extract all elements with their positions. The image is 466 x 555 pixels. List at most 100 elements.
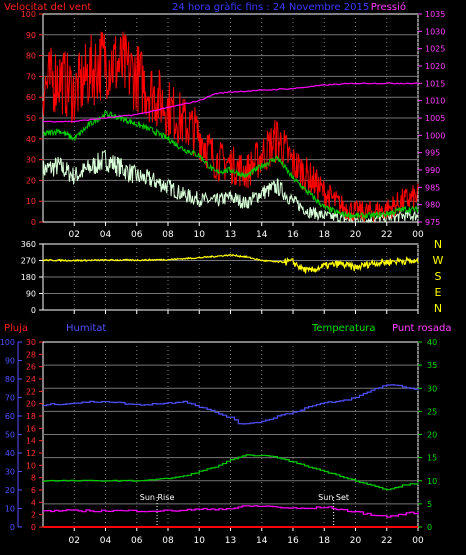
rain-tick-label-5: 10	[26, 461, 36, 470]
wind-tick-label-8: 80	[26, 52, 36, 61]
temp-tick-label-5: 25	[427, 407, 437, 416]
sun-annotation-1: Sun Set	[318, 493, 349, 502]
pressure-tick-label-2: 985	[425, 183, 440, 192]
rain-tick-label-3: 6	[31, 486, 36, 495]
wind-tick-label-6: 60	[26, 93, 36, 102]
climate-x-label-11: 00	[412, 536, 424, 546]
rain-tick-label-4: 8	[31, 474, 36, 483]
rain-tick-label-13: 26	[26, 363, 36, 372]
wind-x-label-6: 14	[256, 230, 268, 240]
humidity-tick-label-1: 10	[5, 505, 15, 514]
humidity-tick-label-7: 70	[5, 394, 15, 403]
pressure-tick-label-3: 990	[425, 166, 440, 175]
compass-label-w-1: W	[433, 254, 444, 267]
rain-tick-label-8: 16	[26, 424, 36, 433]
rain-tick-label-11: 22	[26, 387, 36, 396]
climate-x-label-10: 22	[381, 536, 392, 546]
humidity-tick-label-4: 40	[5, 449, 15, 458]
wind-x-label-11: 00	[412, 230, 424, 240]
sun-annotation-0: Sun Rise	[140, 493, 175, 502]
temp-tick-label-4: 20	[427, 431, 437, 440]
rain-tick-label-14: 28	[26, 350, 36, 359]
humidity-tick-label-3: 30	[5, 468, 15, 477]
wind-tick-label-7: 70	[26, 72, 36, 81]
pressure-tick-label-8: 1015	[425, 79, 445, 88]
rain-axis-title: Pluja	[4, 323, 28, 334]
dewpoint-series	[43, 505, 419, 518]
wind-x-label-7: 16	[287, 230, 299, 240]
direction-tick-label-4: 360	[21, 240, 36, 249]
climate-x-label-0: 02	[69, 536, 80, 546]
pressure-series	[42, 82, 419, 123]
rain-tick-label-7: 14	[26, 437, 36, 446]
direction-tick-label-3: 270	[21, 257, 36, 266]
rain-tick-label-15: 30	[26, 338, 36, 347]
wind-x-label-5: 13	[225, 230, 236, 240]
pressure-tick-label-7: 1010	[425, 97, 445, 106]
direction-tick-label-2: 180	[21, 273, 36, 282]
wind-x-label-8: 18	[319, 230, 331, 240]
wind-x-label-1: 04	[100, 230, 112, 240]
wind-x-label-3: 08	[162, 230, 174, 240]
wind-speed-series	[42, 149, 419, 224]
wind-tick-label-1: 10	[26, 197, 36, 206]
wind-x-label-9: 20	[350, 230, 362, 240]
rain-tick-label-12: 24	[26, 375, 36, 384]
pressure-tick-label-1: 980	[425, 201, 440, 210]
humidity-tick-label-9: 90	[5, 357, 15, 366]
temperature-series	[43, 454, 419, 491]
rain-tick-label-2: 4	[31, 498, 36, 507]
humidity-tick-label-6: 60	[5, 412, 15, 421]
wind-tick-label-2: 20	[26, 176, 36, 185]
rain-tick-label-6: 12	[26, 449, 36, 458]
climate-x-label-3: 08	[162, 536, 174, 546]
rain-tick-label-9: 18	[26, 412, 36, 421]
rain-tick-label-1: 2	[31, 511, 36, 520]
wind-direction-series	[42, 253, 419, 274]
direction-tick-label-1: 90	[26, 290, 36, 299]
wind-x-label-10: 22	[381, 230, 392, 240]
wind-tick-label-9: 90	[26, 31, 36, 40]
chart-title: 24 hora gràfic fins : 24 Novembre 2015	[172, 1, 369, 13]
wind-x-label-4: 10	[194, 230, 206, 240]
compass-label-n-0: N	[434, 238, 442, 251]
wind-tick-label-10: 100	[21, 10, 36, 19]
humidity-axis-title: Humitat	[66, 323, 106, 334]
pressure-tick-label-0: 975	[425, 218, 440, 227]
climate-x-label-6: 14	[256, 536, 268, 546]
climate-x-label-9: 20	[350, 536, 362, 546]
temp-tick-label-6: 30	[427, 384, 437, 393]
pressure-tick-label-4: 995	[425, 149, 440, 158]
climate-x-label-1: 04	[100, 536, 112, 546]
temp-tick-label-7: 35	[427, 361, 437, 370]
compass-label-n-4: N	[434, 302, 442, 315]
pressure-tick-label-6: 1005	[425, 114, 445, 123]
temp-tick-label-1: 5	[427, 500, 432, 509]
climate-x-label-8: 18	[319, 536, 331, 546]
rain-tick-label-10: 20	[26, 400, 36, 409]
humidity-tick-label-2: 20	[5, 486, 15, 495]
wind-tick-label-0: 0	[31, 218, 36, 227]
wind-tick-label-4: 40	[26, 135, 36, 144]
climate-x-label-2: 06	[131, 536, 143, 546]
pressure-tick-label-5: 1000	[425, 131, 445, 140]
climate-x-label-7: 16	[287, 536, 299, 546]
climate-x-label-4: 10	[194, 536, 206, 546]
temp-tick-label-3: 15	[427, 454, 437, 463]
pressure-tick-label-12: 1035	[425, 10, 445, 19]
wind-tick-label-5: 50	[26, 114, 36, 123]
humidity-tick-label-5: 50	[5, 431, 15, 440]
direction-tick-label-0: 0	[31, 306, 36, 315]
temp-tick-label-0: 0	[427, 523, 432, 532]
pressure-tick-label-10: 1025	[425, 45, 445, 54]
pressure-tick-label-11: 1030	[425, 27, 445, 36]
climate-x-label-5: 13	[225, 536, 236, 546]
wind-speed-avg-series	[42, 110, 419, 220]
wind-axis-title: Velocitat del vent	[4, 2, 91, 13]
temp-tick-label-8: 40	[427, 338, 437, 347]
humidity-tick-label-8: 80	[5, 375, 15, 384]
dewpoint-axis-title: Punt rosada	[392, 323, 451, 334]
humidity-series	[43, 384, 419, 425]
humidity-tick-label-0: 0	[10, 523, 15, 532]
